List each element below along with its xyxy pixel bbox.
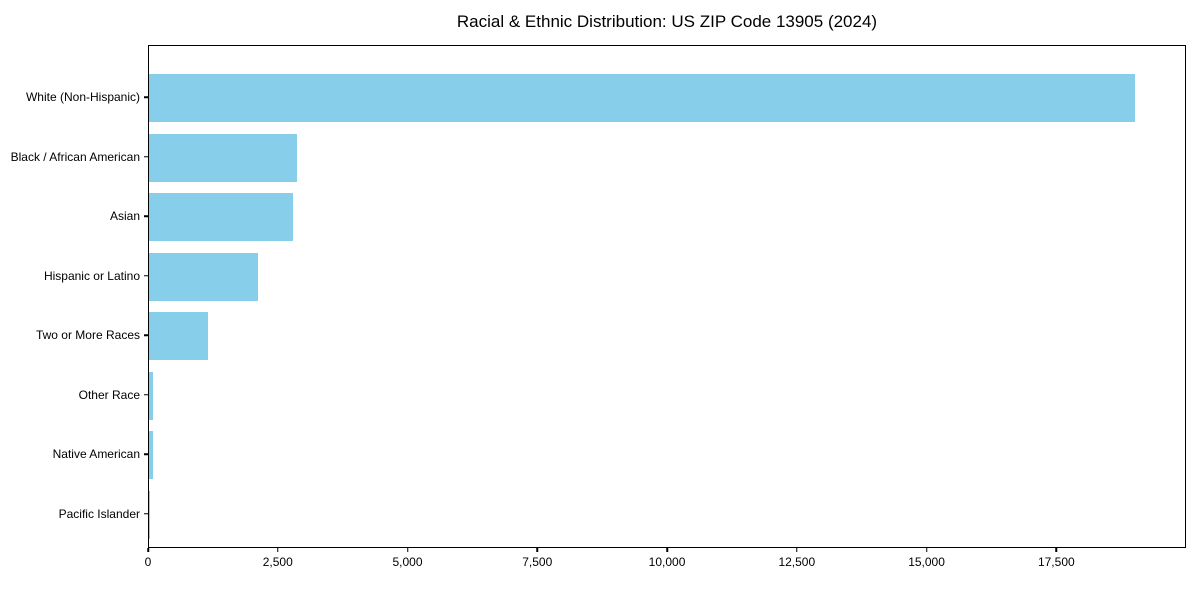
x-tick-label: 5,000 [392,555,423,569]
x-tick-label: 2,500 [262,555,293,569]
x-tick-label: 17,500 [1037,555,1075,569]
x-tick-mark [796,548,798,552]
y-tick-mark [144,334,148,336]
category-label: Other Race [78,387,140,402]
category-label: Hispanic or Latino [43,268,140,283]
y-tick-mark [144,453,148,455]
y-tick-mark [144,393,148,396]
x-tick-label: 7,500 [522,555,553,569]
x-tick-label: 12,500 [778,555,816,569]
x-tick-mark [147,548,149,552]
bar [149,371,153,420]
category-label: Two or More Races [35,328,140,342]
category-label: Asian [109,209,140,223]
x-tick-label: 15,000 [908,555,945,569]
y-tick-mark [144,215,148,217]
y-tick-mark [144,155,148,158]
x-tick-mark [277,548,279,552]
category-label: Native American [52,447,140,461]
y-tick-mark [144,96,148,98]
x-tick-label: 10,000 [648,555,686,569]
category-label: Pacific Islander [58,506,140,521]
bar [149,431,153,479]
bar [149,74,1136,122]
x-tick-mark [925,548,928,552]
category-label: Black / African American [10,149,140,164]
x-tick-mark [536,548,539,552]
plot-area [148,45,1186,548]
bar [149,193,293,241]
chart-title: Racial & Ethnic Distribution: US ZIP Cod… [456,12,878,31]
bar [149,133,297,182]
x-tick-mark [1055,548,1058,552]
category-label: White (Non-Hispanic) [25,90,140,104]
bar [149,252,258,301]
x-tick-mark [666,548,668,552]
x-tick-label: 0 [144,555,152,569]
bar [149,312,209,360]
y-tick-mark [144,512,148,515]
y-tick-mark [144,274,148,277]
x-tick-mark [406,548,409,552]
